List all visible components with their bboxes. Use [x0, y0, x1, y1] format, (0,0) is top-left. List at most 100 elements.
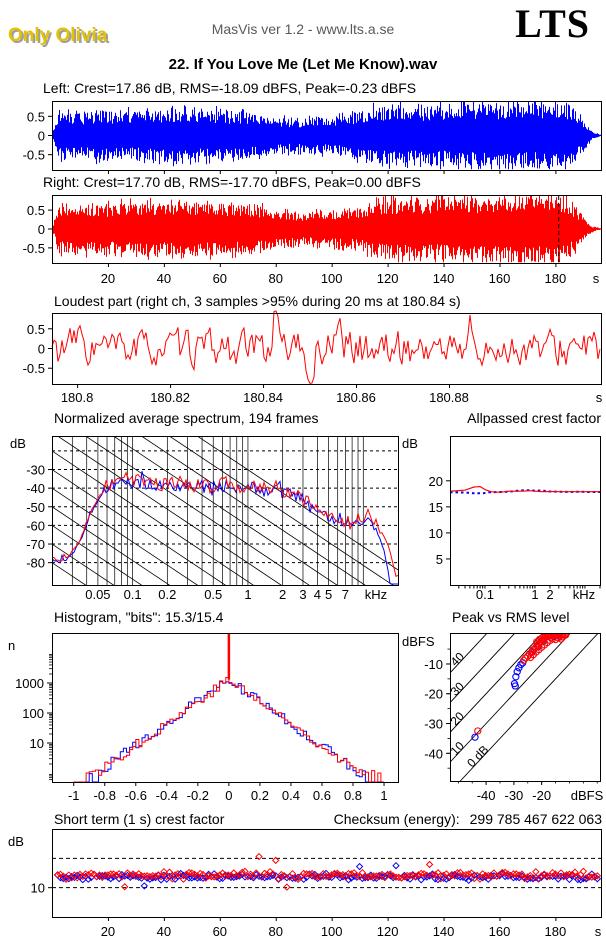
svg-text:0.4: 0.4: [282, 788, 300, 803]
svg-text:120: 120: [377, 924, 399, 939]
svg-text:1: 1: [380, 788, 387, 803]
svg-text:-40: -40: [26, 481, 45, 496]
svg-text:180: 180: [545, 924, 567, 939]
svg-text:180.8: 180.8: [61, 390, 94, 405]
svg-text:4: 4: [314, 587, 321, 602]
svg-text:-0.5: -0.5: [23, 148, 45, 163]
svg-text:80: 80: [269, 924, 283, 939]
spectrum-title: Normalized average spectrum, 194 frames: [54, 410, 319, 426]
svg-text:-30: -30: [424, 717, 443, 732]
svg-text:140: 140: [433, 271, 455, 286]
artist-watermark: Only Olivia: [8, 25, 108, 46]
svg-text:-0.2: -0.2: [187, 788, 209, 803]
svg-text:-80: -80: [26, 556, 45, 571]
svg-text:7: 7: [342, 587, 349, 602]
svg-text:dB: dB: [8, 834, 24, 849]
svg-text:-20: -20: [532, 788, 551, 803]
svg-text:60: 60: [213, 271, 227, 286]
svg-text:20: 20: [101, 271, 115, 286]
svg-text:140: 140: [433, 924, 455, 939]
svg-text:-20: -20: [424, 687, 443, 702]
svg-text:-70: -70: [26, 537, 45, 552]
svg-text:0: 0: [225, 788, 232, 803]
svg-text:dB: dB: [10, 436, 26, 451]
svg-text:0.1: 0.1: [476, 587, 494, 602]
svg-text:0.2: 0.2: [158, 587, 176, 602]
svg-text:100: 100: [321, 924, 343, 939]
svg-text:1: 1: [244, 587, 251, 602]
svg-text:0.5: 0.5: [27, 203, 45, 218]
svg-text:0.2: 0.2: [251, 788, 269, 803]
svg-text:160: 160: [489, 924, 511, 939]
loudest-part-title: Loudest part (right ch, 3 samples >95% d…: [54, 293, 461, 309]
svg-text:dBFS: dBFS: [402, 634, 435, 649]
svg-text:40: 40: [157, 924, 171, 939]
svg-text:-60: -60: [26, 518, 45, 533]
svg-text:s: s: [596, 390, 603, 405]
svg-text:-0.8: -0.8: [94, 788, 116, 803]
svg-text:-0.5: -0.5: [23, 241, 45, 256]
svg-text:1000: 1000: [15, 676, 44, 691]
svg-text:1: 1: [531, 587, 538, 602]
svg-text:0.5: 0.5: [27, 322, 45, 337]
svg-text:2: 2: [546, 587, 553, 602]
svg-text:5: 5: [325, 587, 332, 602]
svg-text:100: 100: [321, 271, 343, 286]
svg-text:-40: -40: [424, 746, 443, 761]
checksum-label: Checksum (energy):: [333, 811, 460, 827]
svg-text:60: 60: [213, 924, 227, 939]
svg-text:0: 0: [38, 222, 45, 237]
svg-text:0.1: 0.1: [124, 587, 142, 602]
svg-text:s: s: [595, 924, 602, 939]
svg-text:0.5: 0.5: [27, 109, 45, 124]
lts-logo: LTS: [515, 1, 590, 46]
svg-text:20: 20: [429, 474, 443, 489]
checksum-value: 299 785 467 622 063: [469, 811, 602, 827]
svg-text:180.86: 180.86: [336, 390, 376, 405]
svg-text:-1: -1: [68, 788, 80, 803]
svg-text:0.5: 0.5: [204, 587, 222, 602]
checksum: Checksum (energy): 299 785 467 622 063: [333, 811, 602, 827]
svg-text:-10: -10: [424, 657, 443, 672]
svg-text:-0.4: -0.4: [156, 788, 178, 803]
svg-text:3: 3: [299, 587, 306, 602]
svg-text:5: 5: [436, 552, 443, 567]
allpassed-crest-title: Allpassed crest factor: [467, 410, 601, 426]
svg-text:180.82: 180.82: [150, 390, 190, 405]
svg-text:dB: dB: [402, 436, 418, 451]
svg-text:0.8: 0.8: [344, 788, 362, 803]
svg-text:100: 100: [22, 706, 44, 721]
svg-text:2: 2: [279, 587, 286, 602]
svg-text:0.6: 0.6: [313, 788, 331, 803]
svg-text:15: 15: [429, 500, 443, 515]
svg-text:-0.5: -0.5: [23, 361, 45, 376]
svg-text:-30: -30: [504, 788, 523, 803]
svg-text:180.88: 180.88: [429, 390, 469, 405]
svg-text:dBFS: dBFS: [571, 788, 604, 803]
svg-text:0 dB: 0 dB: [464, 743, 491, 770]
svg-text:180: 180: [545, 271, 567, 286]
svg-text:kHz: kHz: [573, 587, 595, 602]
svg-text:40: 40: [157, 271, 171, 286]
app-version-credit: MasVis ver 1.2 - www.lts.a.se: [211, 21, 395, 37]
svg-text:s: s: [593, 271, 600, 286]
svg-text:-40: -40: [477, 788, 496, 803]
histogram-title: Histogram, "bits": 15.3/15.4: [54, 609, 224, 625]
right-channel-stats: Right: Crest=17.70 dB, RMS=-17.70 dBFS, …: [43, 174, 421, 190]
svg-text:10: 10: [31, 881, 45, 896]
svg-text:kHz: kHz: [365, 587, 387, 602]
svg-text:0: 0: [38, 342, 45, 357]
svg-text:10: 10: [30, 736, 44, 751]
svg-text:120: 120: [377, 271, 399, 286]
peak-vs-rms-title: Peak vs RMS level: [452, 609, 570, 625]
svg-text:-50: -50: [26, 500, 45, 515]
svg-text:80: 80: [269, 271, 283, 286]
svg-text:0.05: 0.05: [85, 587, 110, 602]
svg-text:-30: -30: [26, 463, 45, 478]
svg-text:180.84: 180.84: [243, 390, 283, 405]
short-term-crest-title: Short term (1 s) crest factor: [54, 811, 225, 827]
song-title: 22. If You Love Me (Let Me Know).wav: [168, 56, 438, 73]
svg-text:-0.6: -0.6: [125, 788, 147, 803]
svg-text:160: 160: [489, 271, 511, 286]
svg-text:20: 20: [101, 924, 115, 939]
